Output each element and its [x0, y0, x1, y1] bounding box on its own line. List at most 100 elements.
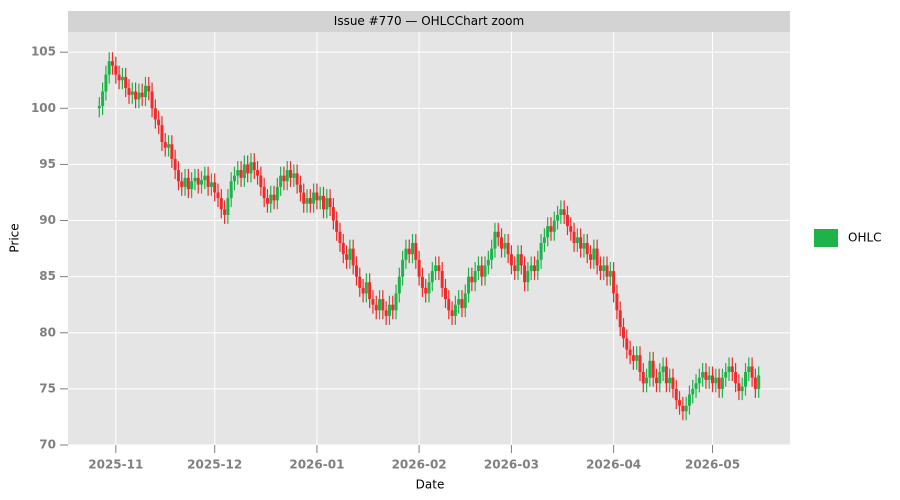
candle-body	[150, 91, 154, 109]
candle-body	[727, 366, 731, 373]
candle-body	[750, 366, 754, 378]
candle-body	[480, 265, 484, 277]
candle-body	[312, 192, 316, 204]
candle-body	[354, 265, 358, 277]
candle-body	[618, 310, 622, 328]
candle-body	[743, 372, 747, 387]
candle-body	[434, 265, 438, 272]
candle-body	[658, 372, 662, 384]
candle-body	[737, 383, 741, 392]
title-strip	[68, 11, 790, 32]
candle-body	[638, 355, 642, 373]
candle-body	[213, 182, 217, 193]
y-tick-label: 70	[39, 438, 56, 452]
candle-body	[262, 186, 266, 199]
candle-body	[651, 360, 655, 378]
candle-body	[223, 209, 227, 215]
candle-body	[130, 91, 134, 95]
candle-body	[427, 282, 431, 294]
candle-body	[239, 170, 243, 178]
candle-body	[641, 372, 645, 384]
candle-body	[305, 198, 309, 204]
candle-body	[711, 375, 715, 384]
candle-body	[582, 242, 586, 249]
candle-body	[229, 181, 233, 199]
candle-body	[289, 170, 293, 178]
candle-body	[490, 248, 494, 260]
candle-body	[364, 282, 368, 294]
candle-body	[608, 271, 612, 277]
candle-body	[140, 92, 144, 98]
candle-body	[724, 372, 728, 378]
y-tick-label: 95	[39, 157, 56, 171]
candle-body	[341, 242, 345, 255]
candle-body	[387, 304, 391, 316]
candle-body	[298, 184, 302, 193]
candle-body	[348, 248, 352, 260]
candle-body	[252, 162, 256, 171]
candle-body	[97, 106, 101, 109]
candle-body	[559, 209, 563, 215]
candle-body	[635, 355, 639, 361]
candle-body	[265, 198, 269, 204]
candle-body	[622, 327, 626, 339]
candle-body	[717, 377, 721, 389]
candle-body	[282, 175, 286, 182]
candle-body	[575, 237, 579, 243]
candle-body	[193, 177, 197, 182]
candle-body	[509, 254, 513, 266]
candle-body	[167, 144, 171, 148]
chart-title: Issue #770 — OHLCChart zoom	[334, 14, 524, 28]
candle-body	[516, 254, 520, 272]
candle-body	[117, 74, 121, 81]
candle-body	[542, 237, 546, 243]
candle-body	[338, 231, 342, 243]
candle-body	[500, 237, 504, 249]
x-tick-label: 2026-04	[586, 458, 641, 472]
candle-body	[595, 248, 599, 266]
candle-body	[328, 198, 332, 208]
candle-body	[562, 209, 566, 215]
candle-body	[757, 375, 761, 389]
candle-body	[453, 304, 457, 316]
candle-body	[549, 226, 553, 232]
candle-body	[598, 265, 602, 272]
candle-body	[457, 299, 461, 305]
candle-body	[302, 192, 306, 204]
candle-body	[612, 271, 616, 294]
candle-body	[523, 265, 527, 283]
candle-body	[556, 214, 560, 221]
candle-body	[585, 242, 589, 255]
candle-body	[249, 162, 253, 174]
candle-body	[209, 182, 213, 187]
candle-body	[176, 170, 180, 182]
candle-body	[747, 366, 751, 373]
candle-body	[124, 76, 128, 89]
candle-body	[216, 192, 220, 199]
candle-body	[681, 405, 685, 412]
y-tick-label: 80	[39, 325, 56, 339]
candle-body	[322, 195, 326, 210]
candle-body	[127, 88, 131, 95]
candle-body	[654, 377, 658, 384]
x-tick-label: 2026-01	[289, 458, 344, 472]
candle-body	[279, 175, 283, 187]
candle-body	[648, 360, 652, 378]
candle-body	[143, 85, 147, 98]
candle-body	[394, 293, 398, 311]
y-tick-label: 85	[39, 269, 56, 283]
candle-body	[308, 198, 312, 204]
candle-body	[269, 194, 273, 204]
candle-body	[486, 259, 490, 266]
candle-body	[704, 372, 708, 380]
candle-body	[153, 108, 157, 120]
candle-body	[381, 299, 385, 311]
candle-body	[424, 287, 428, 294]
candle-body	[684, 405, 688, 412]
candle-body	[401, 259, 405, 277]
candle-body	[163, 141, 167, 148]
candle-body	[114, 65, 118, 75]
candle-body	[579, 237, 583, 249]
